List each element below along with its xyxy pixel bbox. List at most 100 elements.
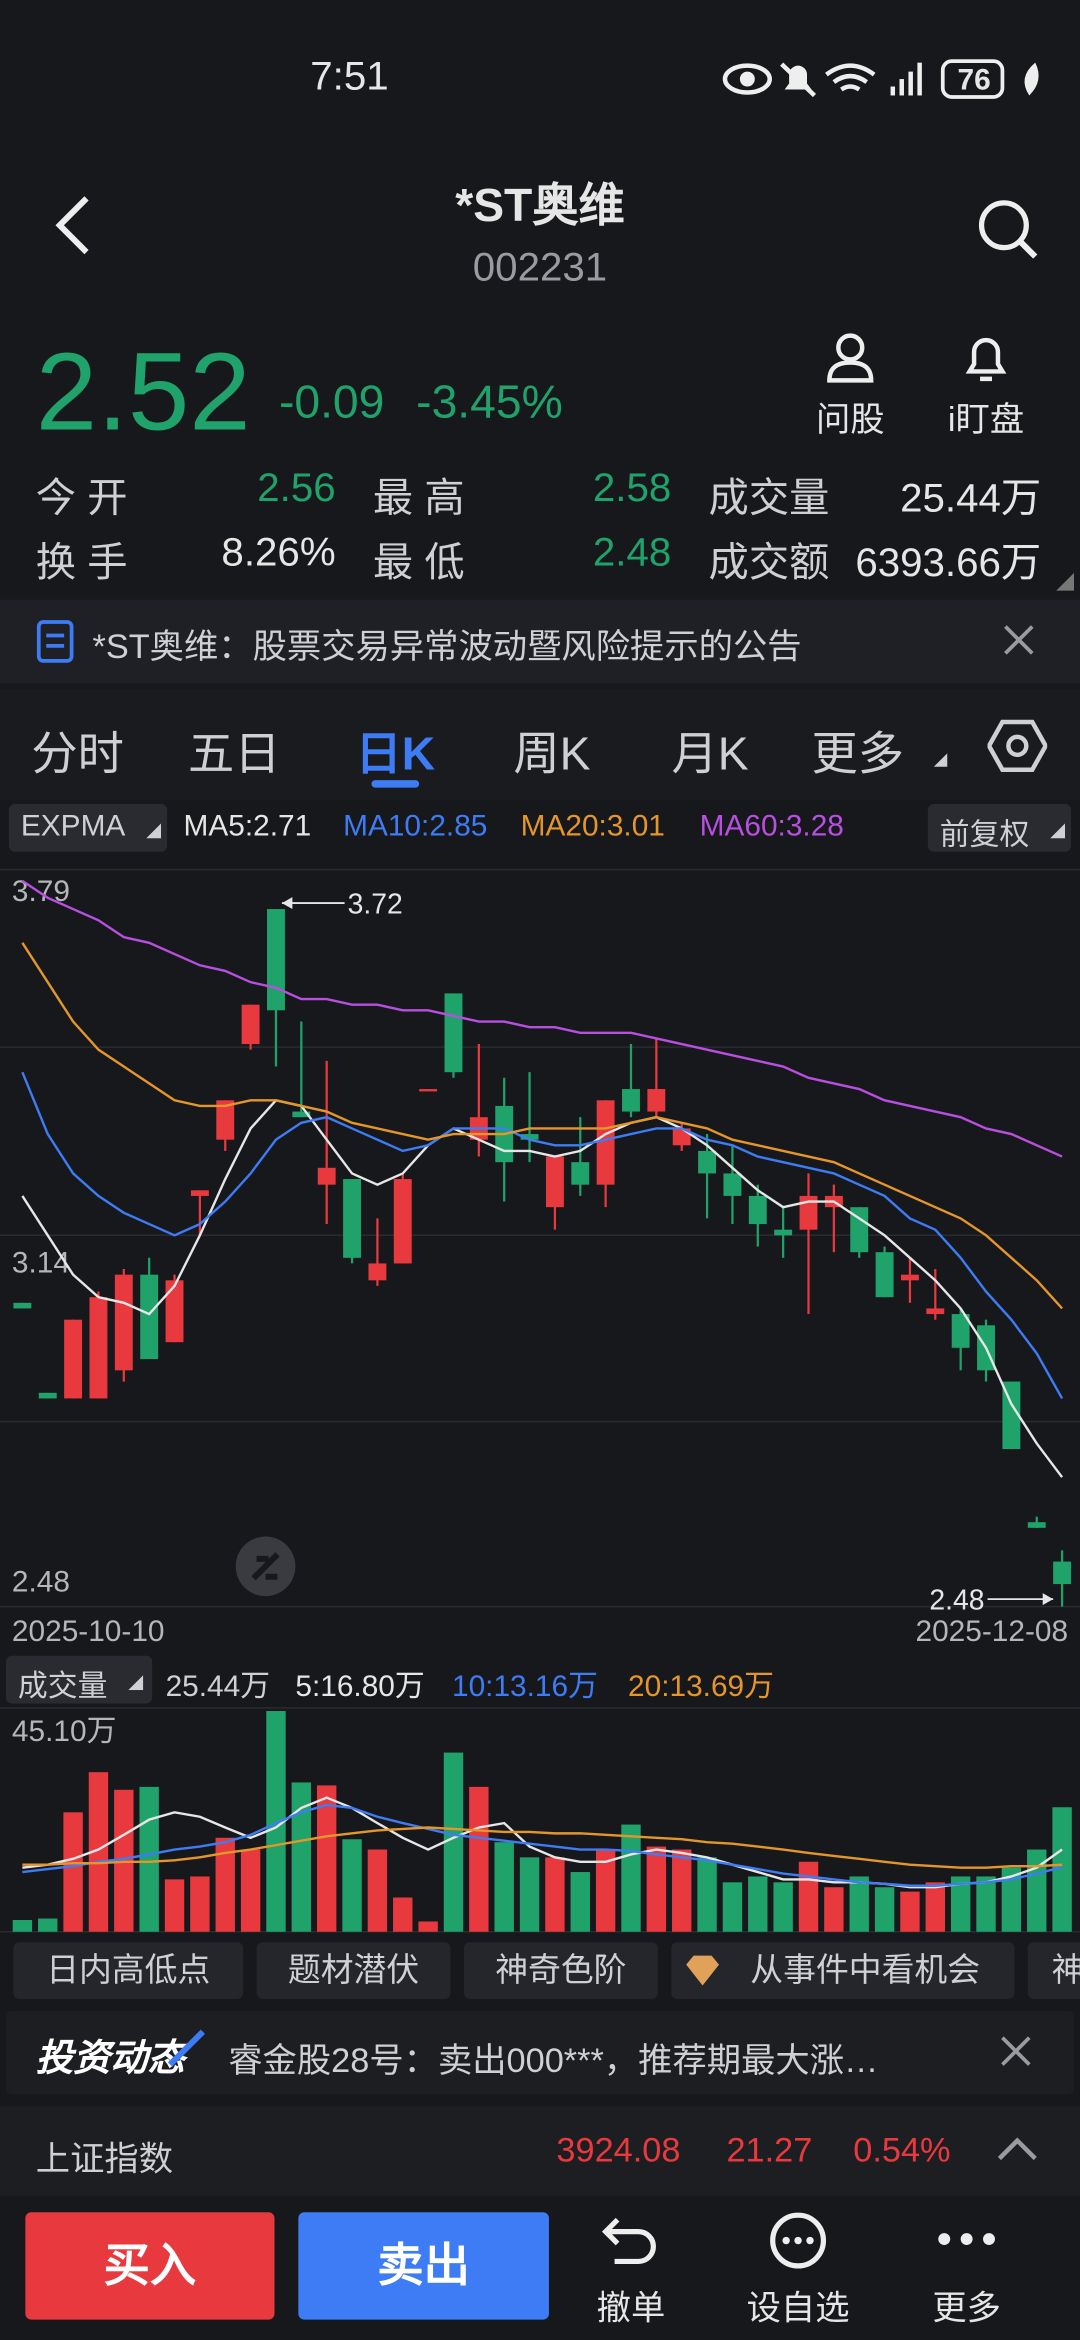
volume-bar <box>139 1786 159 1932</box>
volume-bar <box>342 1839 362 1932</box>
indicator-label[interactable]: EXPMA <box>20 809 126 843</box>
ma-line <box>21 1071 1064 1400</box>
notice-bar[interactable] <box>0 599 1080 684</box>
tab[interactable]: 更多 <box>811 727 904 781</box>
cancel-icon[interactable] <box>600 2214 663 2268</box>
volume-bar <box>240 1849 261 1932</box>
volume-bar <box>722 1882 743 1932</box>
watch-icon[interactable] <box>962 331 1010 385</box>
close-news[interactable] <box>999 2035 1032 2068</box>
action-label[interactable]: 设自选 <box>746 2288 850 2328</box>
volume-bar <box>215 1837 235 1932</box>
settings-button[interactable] <box>987 716 1048 776</box>
expand-index[interactable] <box>996 2136 1038 2163</box>
ma-line <box>21 879 1063 1158</box>
candle-body <box>647 1089 666 1112</box>
expand-corner[interactable] <box>1056 572 1075 591</box>
volume-bar <box>63 1812 83 1932</box>
more-icon[interactable] <box>934 2229 1000 2250</box>
candle-body <box>317 1167 336 1185</box>
feature-chip[interactable]: 题材潜伏 <box>256 1942 451 1999</box>
candle-body <box>596 1100 615 1185</box>
y-tick-label: 2.48 <box>12 1566 70 1599</box>
notice-text[interactable]: *ST奥维：股票交易异常波动暨风险提示的公告 <box>92 626 802 666</box>
candle-body <box>13 1302 32 1309</box>
news-text[interactable]: 睿金股28号：卖出000***，推荐期最大涨… <box>228 2040 879 2080</box>
tab[interactable]: 日K <box>355 727 436 781</box>
volume-bar <box>367 1849 388 1932</box>
candle-body <box>140 1274 159 1360</box>
feature-chip[interactable]: 神奇色阶 <box>463 1942 658 1999</box>
stat-label: 最 低 <box>372 539 465 585</box>
high-arrow <box>281 897 293 910</box>
action-label[interactable]: 撤单 <box>596 2288 666 2328</box>
volume-bar <box>316 1785 337 1932</box>
indicator-button[interactable] <box>8 804 168 852</box>
feature-chip[interactable]: 日内高低点 <box>13 1942 244 1999</box>
candle-body <box>368 1263 387 1281</box>
candle-body <box>850 1207 869 1253</box>
tab[interactable]: 月K <box>671 727 749 781</box>
volume-current: 25.44万 <box>165 1670 271 1704</box>
volume-bar <box>950 1876 971 1932</box>
candle-body <box>38 1392 57 1399</box>
search-button[interactable] <box>976 197 1042 263</box>
stat-value: 2.48 <box>592 529 672 575</box>
stat-label: 成交量 <box>708 475 830 521</box>
tab-bar <box>0 689 1080 800</box>
candle-body <box>64 1319 83 1399</box>
tab[interactable]: 五日 <box>187 727 281 781</box>
candle-body <box>900 1274 919 1281</box>
tab[interactable]: 周K <box>513 727 591 781</box>
volume-bar <box>38 1918 58 1932</box>
candle-body <box>1053 1561 1072 1585</box>
close-notice[interactable] <box>1002 624 1035 657</box>
ma-line <box>22 1826 1063 1869</box>
candle-body <box>114 1274 133 1371</box>
legend-item: 20:13.69万 <box>628 1670 774 1704</box>
stat-label: 今 开 <box>35 475 128 521</box>
volume-bar <box>266 1710 286 1932</box>
volume-label[interactable]: 成交量 <box>17 1670 108 1704</box>
volume-bar <box>12 1920 33 1932</box>
stock-name: *ST奥维 <box>455 179 625 232</box>
candle-body <box>926 1308 945 1315</box>
watchlist-icon[interactable] <box>767 2211 830 2271</box>
candle-body <box>799 1195 818 1230</box>
feature-chip[interactable]: 神 <box>1027 1942 1080 1999</box>
back-button[interactable] <box>51 194 96 257</box>
legend-item: MA20:3.01 <box>520 809 665 843</box>
watch-label[interactable]: i盯盘 <box>947 399 1025 439</box>
candle-body <box>1027 1522 1046 1528</box>
sell-button[interactable]: 卖出 <box>298 2212 549 2320</box>
volume-bar <box>570 1872 590 1932</box>
volume-bar <box>164 1879 185 1932</box>
adjust-button[interactable] <box>927 804 1072 852</box>
tab[interactable]: 分时 <box>31 727 124 781</box>
volume-bar <box>900 1891 920 1932</box>
index-bar[interactable] <box>0 2106 1080 2196</box>
dropdown-caret <box>128 1675 144 1691</box>
action-label[interactable]: 更多 <box>932 2288 1001 2328</box>
adjust-label[interactable]: 前复权 <box>939 818 1030 852</box>
price-change-pct: -3.45% <box>416 375 563 429</box>
volume-bar <box>773 1882 793 1932</box>
stat-label: 最 高 <box>372 475 465 521</box>
candle-body <box>190 1190 209 1196</box>
ma-line <box>22 1803 1063 1887</box>
candle-body <box>951 1314 970 1348</box>
stat-label: 换 手 <box>35 539 128 585</box>
legend-item: MA60:3.28 <box>699 809 844 843</box>
ask-icon[interactable] <box>825 331 876 385</box>
ask-label[interactable]: 问股 <box>815 399 885 439</box>
stat-value: 2.58 <box>592 465 672 511</box>
volume-button[interactable] <box>5 1655 153 1704</box>
candle-body <box>241 1004 260 1045</box>
candle-body <box>545 1156 564 1208</box>
feature-chip[interactable]: 从事件中看机会 <box>671 1942 1015 1999</box>
news-brand: 投资动态 <box>35 2037 185 2080</box>
y-tick-label: 3.14 <box>12 1247 70 1280</box>
more-caret <box>933 753 948 767</box>
buy-button[interactable]: 买入 <box>25 2212 275 2320</box>
